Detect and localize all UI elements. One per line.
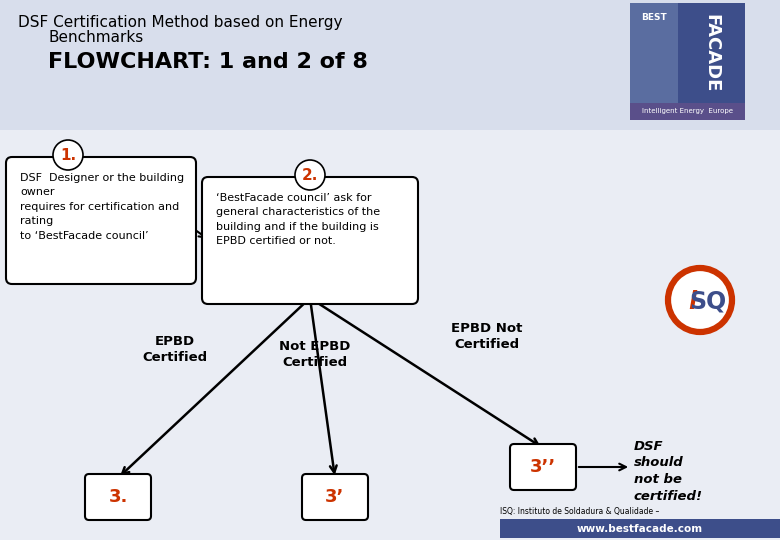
Text: i: i — [688, 290, 696, 314]
Text: 3’: 3’ — [325, 488, 345, 506]
Text: Not EPBD
Certified: Not EPBD Certified — [279, 340, 351, 369]
FancyBboxPatch shape — [0, 0, 780, 130]
Text: 3’’: 3’’ — [530, 458, 556, 476]
Circle shape — [53, 140, 83, 170]
Text: SQ: SQ — [690, 290, 727, 314]
Text: BEST: BEST — [641, 13, 667, 22]
FancyBboxPatch shape — [6, 157, 196, 284]
Text: ‘BestFacade council’ ask for
general characteristics of the
building and if the : ‘BestFacade council’ ask for general cha… — [216, 193, 380, 246]
Text: DSF Certification Method based on Energy: DSF Certification Method based on Energy — [18, 15, 342, 30]
FancyBboxPatch shape — [510, 444, 576, 490]
Circle shape — [295, 160, 325, 190]
Text: 2.: 2. — [302, 167, 318, 183]
FancyBboxPatch shape — [630, 103, 745, 120]
Text: 3.: 3. — [108, 488, 128, 506]
Text: DSF  Designer or the building
owner
requires for certification and
rating
to ‘Be: DSF Designer or the building owner requi… — [20, 173, 184, 241]
Text: Benchmarks: Benchmarks — [48, 30, 144, 45]
FancyBboxPatch shape — [630, 3, 679, 103]
FancyBboxPatch shape — [202, 177, 418, 304]
FancyBboxPatch shape — [85, 474, 151, 520]
Text: FACADE: FACADE — [703, 14, 721, 92]
Text: FLOWCHART: 1 and 2 of 8: FLOWCHART: 1 and 2 of 8 — [48, 52, 368, 72]
Text: www.bestfacade.com: www.bestfacade.com — [577, 523, 703, 534]
FancyBboxPatch shape — [679, 3, 745, 103]
Text: Intelligent Energy  Europe: Intelligent Energy Europe — [642, 109, 733, 114]
FancyBboxPatch shape — [500, 519, 780, 538]
Circle shape — [668, 268, 732, 332]
FancyBboxPatch shape — [302, 474, 368, 520]
Text: EPBD Not
Certified: EPBD Not Certified — [452, 322, 523, 351]
Text: EPBD
Certified: EPBD Certified — [143, 335, 207, 364]
Text: DSF
should
not be
certified!: DSF should not be certified! — [634, 440, 703, 503]
Text: ISQ: Instituto de Soldadura & Qualidade –: ISQ: Instituto de Soldadura & Qualidade … — [500, 507, 659, 516]
Text: 1.: 1. — [60, 147, 76, 163]
